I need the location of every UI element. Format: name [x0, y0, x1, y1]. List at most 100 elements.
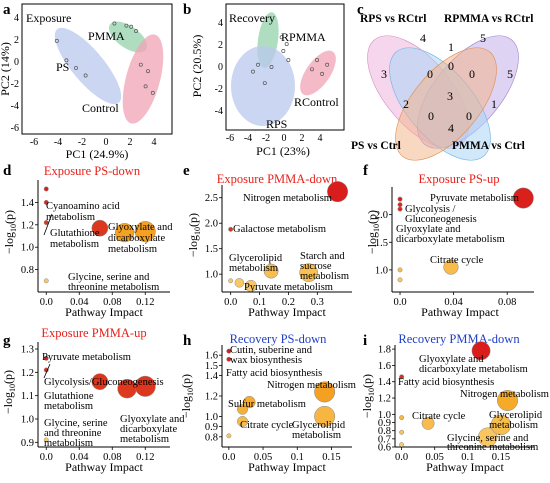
bubble-point — [43, 199, 49, 205]
bubble-g-ylabel: −log10(p) — [1, 370, 17, 414]
annotation-line: wax biosynthesis — [230, 355, 302, 366]
pca-point-rps — [251, 69, 255, 74]
ytick-label: 1.6 — [205, 351, 218, 362]
annotation: Glycolysis / Gluconeogenesis — [405, 204, 477, 225]
bubble-g-axes — [37, 342, 170, 448]
ytick-label: 0.8 — [378, 426, 391, 437]
pca-a-ytick: 0 — [14, 57, 19, 68]
pca-point-rps — [256, 62, 260, 67]
annotation-line: threonine metabolism — [447, 442, 538, 453]
bubble-point — [263, 263, 279, 279]
xtick-label: 0.3 — [311, 297, 324, 308]
annotation-line: Cutin, suberine and — [230, 345, 313, 356]
annotation: Fatty acid biosynthesis — [226, 368, 322, 379]
ytick-label: 0.9 — [21, 438, 34, 449]
ytick-label: 0.8 — [21, 265, 34, 276]
venn-count: 4 — [420, 31, 426, 45]
xtick-label: 0.0 — [40, 297, 53, 308]
bubble-f-yticks: 1.0 1.5 2.0 — [375, 210, 392, 276]
annotation-line: Glutathione — [50, 228, 100, 239]
annotation-line: metabolism — [229, 263, 278, 274]
bubble-point — [397, 206, 403, 212]
venn-count: 3 — [381, 67, 387, 81]
panel-letter-i: i — [363, 333, 367, 349]
bubble-h-xticks: 0.0 0.05 0.1 0.15 — [222, 447, 341, 463]
xtick-label: 0.0 — [395, 452, 408, 463]
panel-letter-h: h — [183, 333, 192, 349]
annotation: Citrate cycle — [430, 255, 484, 266]
pca-b-xticks: -6 -4 -2 0 2 4 — [226, 133, 323, 144]
annotation: Glutathione metabolism — [50, 228, 100, 250]
venn-set-label: PMMA vs Ctrl — [452, 140, 525, 152]
bubble-g-annotations: Pyruvate metabolism Glycolysis/Gluconeog… — [42, 352, 185, 449]
ylabel-rest: (p) — [186, 213, 200, 227]
venn-set-label: PS vs Ctrl — [351, 140, 401, 152]
annotation: Pyruvate metabolism — [244, 282, 333, 293]
bubble-point — [327, 181, 349, 203]
annotation-line: Glycine, serine and — [447, 433, 529, 444]
venn-count: 3 — [447, 89, 453, 103]
bubble-d-ylabel: −log10(p) — [2, 210, 18, 254]
pca-a-legend-control: Control — [82, 101, 119, 115]
annotation-line: metabolism — [120, 434, 169, 445]
pca-b-xtick: 0 — [282, 133, 287, 144]
bubble-point — [399, 415, 405, 421]
panel-letter-c: c — [357, 2, 364, 18]
annotation: Glyoxylate and dicarboxylate metabolism — [120, 414, 185, 445]
bubble-f-xlabel: Pathway Impact — [421, 305, 499, 319]
pca-b-ytick: 0 — [218, 62, 223, 73]
bubble-point — [512, 187, 534, 209]
bubble-d-xlabel: Pathway Impact — [65, 305, 143, 319]
panel-letter-g: g — [3, 333, 11, 349]
bubble-f-title: Exposure PS-up — [419, 172, 500, 186]
annotation-line: metabolism — [44, 401, 93, 412]
pca-a-legend-ps: PS — [56, 60, 69, 74]
ytick-label: 2.0 — [375, 210, 388, 221]
annotation: Glyoxylate and dicarboxylate metabolism — [108, 222, 173, 255]
annotation: Glyoxylate and dicarboxylate metabolism — [419, 354, 528, 375]
annotation-line: Glycine, serine and — [68, 272, 150, 283]
venn-count: 0 — [448, 59, 454, 73]
venn-ellipse-4 — [395, 47, 497, 161]
annotation: Glyoxylate and dicarboxylate metabolism — [396, 224, 505, 245]
pca-b-ytick: -2 — [215, 84, 223, 95]
venn-count: 1 — [448, 40, 454, 54]
pca-a-xtick: 0 — [104, 137, 109, 148]
bubble-e-yticks: 1.0 1.5 2.0 2.5 — [205, 193, 222, 281]
xtick-label: 0.08 — [103, 297, 121, 308]
pca-a-points — [54, 21, 155, 95]
pca-point-rpmma — [286, 58, 291, 63]
pca-point-control — [143, 84, 148, 89]
pca-b-legend-rpmma: RPMMA — [281, 30, 326, 44]
bubble-d-annotations: Cyanoamino acid metabolism Glutathione met… — [43, 201, 173, 293]
bubble-point — [490, 414, 512, 436]
xtick-label: 0.0 — [224, 297, 237, 308]
pca-point-rps — [269, 65, 274, 69]
bubble-i-xticks: 0.0 0.05 0.1 0.15 — [395, 447, 510, 463]
pca-point-rcontrol — [320, 71, 325, 76]
bubble-point — [399, 429, 405, 435]
annotation: Pyruvate metabolism — [42, 352, 131, 363]
bubble-f-points — [397, 187, 534, 283]
bubble-e-points — [228, 181, 349, 292]
panel-a: a Exposure PMMA PS Control 4 2 0 -2 -4 -… — [0, 2, 173, 161]
panel-c: c RPS vs RCtrl RPMMA vs RCtrl PS vs Ctrl… — [351, 2, 533, 161]
ytick-label: 2.5 — [205, 193, 218, 204]
xtick-label: 0.04 — [444, 297, 463, 308]
pca-b-xtick: -6 — [226, 133, 234, 144]
ytick-label: 1.0 — [21, 415, 34, 426]
annotation-line: Glyoxylate and — [120, 414, 185, 425]
panel-i: i Recovery PMMA-down 0.60.70.80.91.01.21… — [360, 332, 549, 474]
bubble-i-title: Recovery PMMA-down — [398, 332, 520, 346]
bubble-point — [397, 202, 403, 208]
pca-a-xticks: -6 -4 -2 0 2 4 — [30, 137, 157, 148]
annotation-line: threonine metabolism — [68, 282, 159, 293]
venn-count: 5 — [480, 31, 486, 45]
ytick-label: 0.7 — [378, 434, 391, 445]
pca-point-rpmma — [279, 35, 284, 40]
pca-point-rpmma — [281, 49, 286, 53]
ylabel-subscript: 10 — [372, 224, 381, 232]
venn-count: 0 — [466, 109, 472, 123]
ytick-label: 0.6 — [378, 443, 391, 454]
ytick-label: 1.5 — [375, 238, 388, 249]
